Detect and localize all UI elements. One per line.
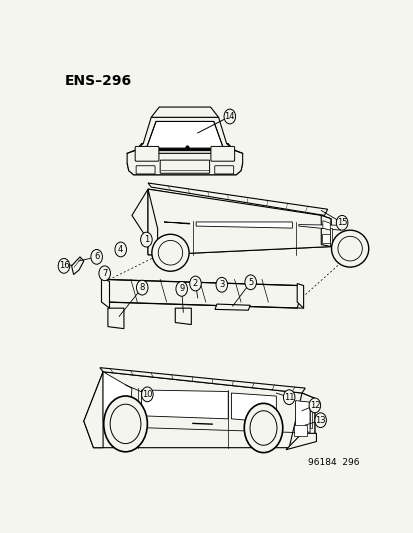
Ellipse shape <box>331 230 368 267</box>
Polygon shape <box>148 183 327 215</box>
Polygon shape <box>83 372 103 448</box>
Circle shape <box>99 266 110 281</box>
Ellipse shape <box>249 411 276 445</box>
Text: 2: 2 <box>192 279 198 288</box>
Polygon shape <box>288 393 314 448</box>
Polygon shape <box>151 107 218 117</box>
Text: 1: 1 <box>143 235 149 244</box>
Text: 8: 8 <box>139 283 145 292</box>
Text: 4: 4 <box>118 245 123 254</box>
Circle shape <box>335 215 347 230</box>
Text: 9: 9 <box>179 285 184 293</box>
Ellipse shape <box>104 396 147 452</box>
Polygon shape <box>214 304 249 310</box>
Polygon shape <box>108 308 123 329</box>
Circle shape <box>115 242 126 257</box>
Polygon shape <box>100 368 304 393</box>
Polygon shape <box>83 372 314 448</box>
Ellipse shape <box>244 403 282 453</box>
Polygon shape <box>196 222 292 228</box>
Text: 10: 10 <box>142 390 152 399</box>
Polygon shape <box>297 284 303 308</box>
Polygon shape <box>285 433 316 450</box>
Polygon shape <box>143 151 226 154</box>
FancyBboxPatch shape <box>136 166 155 174</box>
Text: 14: 14 <box>224 112 235 121</box>
Text: 6: 6 <box>94 252 99 261</box>
Ellipse shape <box>110 404 140 443</box>
FancyBboxPatch shape <box>135 147 159 161</box>
Text: 5: 5 <box>247 278 253 287</box>
FancyBboxPatch shape <box>329 228 331 245</box>
Circle shape <box>141 387 153 402</box>
Text: ENS–296: ENS–296 <box>64 74 131 88</box>
Circle shape <box>309 398 320 413</box>
FancyBboxPatch shape <box>321 234 329 243</box>
Circle shape <box>244 275 256 290</box>
Text: 96184  296: 96184 296 <box>308 458 359 467</box>
Text: 15: 15 <box>336 219 347 227</box>
Text: 3: 3 <box>218 280 224 289</box>
Polygon shape <box>295 401 309 432</box>
Circle shape <box>58 259 69 273</box>
Circle shape <box>283 390 294 405</box>
Polygon shape <box>101 279 303 308</box>
Circle shape <box>223 109 235 124</box>
Polygon shape <box>127 163 242 175</box>
Ellipse shape <box>152 235 189 271</box>
FancyBboxPatch shape <box>309 406 311 427</box>
Text: 13: 13 <box>315 416 325 425</box>
Polygon shape <box>148 189 330 255</box>
FancyBboxPatch shape <box>210 147 234 161</box>
Circle shape <box>314 413 325 427</box>
Circle shape <box>176 281 187 296</box>
Polygon shape <box>136 117 233 149</box>
Polygon shape <box>298 224 340 230</box>
Circle shape <box>140 232 152 247</box>
Polygon shape <box>322 221 330 230</box>
Polygon shape <box>103 372 132 425</box>
Text: 11: 11 <box>283 393 294 402</box>
Polygon shape <box>231 393 276 423</box>
Circle shape <box>216 277 227 292</box>
Text: 16: 16 <box>59 261 69 270</box>
FancyBboxPatch shape <box>214 166 233 174</box>
Polygon shape <box>141 390 228 419</box>
Polygon shape <box>132 189 330 255</box>
FancyBboxPatch shape <box>293 425 306 436</box>
Polygon shape <box>71 257 83 274</box>
FancyBboxPatch shape <box>160 160 209 173</box>
Ellipse shape <box>158 240 182 265</box>
Polygon shape <box>175 308 191 325</box>
Text: 7: 7 <box>102 269 107 278</box>
Polygon shape <box>146 122 223 148</box>
Ellipse shape <box>337 236 361 261</box>
Text: 12: 12 <box>309 401 319 410</box>
Polygon shape <box>320 215 330 247</box>
Polygon shape <box>127 143 242 175</box>
Polygon shape <box>164 222 189 224</box>
Circle shape <box>91 249 102 264</box>
Circle shape <box>136 280 148 295</box>
Polygon shape <box>148 189 157 255</box>
Polygon shape <box>101 277 109 308</box>
Circle shape <box>189 276 201 291</box>
